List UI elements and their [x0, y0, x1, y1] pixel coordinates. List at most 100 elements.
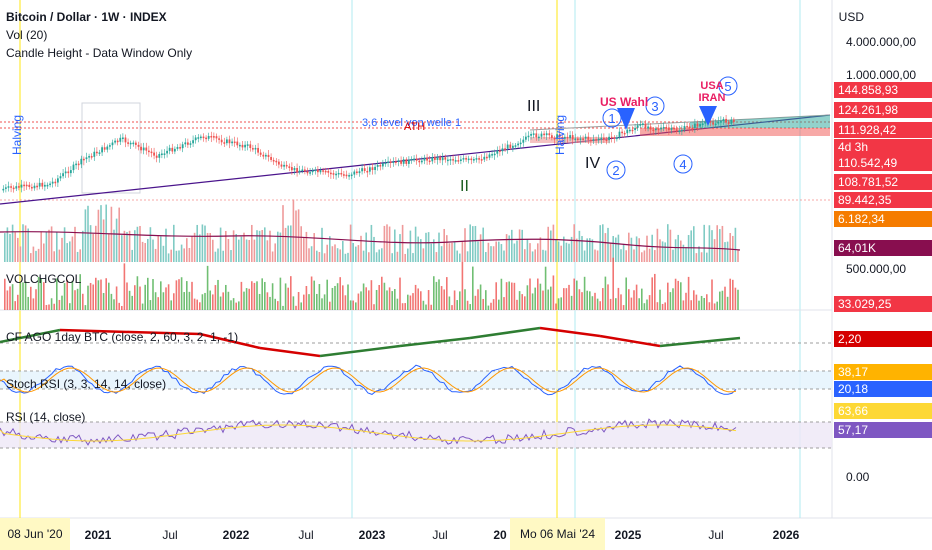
stoch-d-badge: 20,18: [834, 381, 932, 397]
volchgcol-bar: [378, 284, 380, 310]
candle: [433, 157, 436, 160]
volchgcol-label[interactable]: VOLCHGCOL: [6, 272, 82, 286]
candle: [358, 171, 361, 174]
volume-bar: [219, 227, 222, 262]
volchgcol-bar: [472, 266, 474, 310]
volchgcol-bar: [646, 299, 648, 310]
volume-bar: [482, 227, 484, 262]
candle: [329, 172, 332, 175]
volchgcol-bar: [89, 282, 92, 310]
volchgcol-bar: [690, 300, 692, 310]
candle: [163, 153, 166, 155]
volume-bar: [313, 233, 315, 262]
rsi-ma-badge: 63,66: [834, 403, 932, 419]
candle: [678, 130, 681, 133]
candle: [548, 133, 551, 136]
cfago-line: [259, 346, 321, 358]
volume-bar: [378, 249, 380, 262]
candle: [366, 170, 369, 173]
volchgcol-bar: [40, 278, 42, 310]
volume-bar: [495, 241, 497, 262]
candle: [194, 137, 197, 141]
cfago-line: [0, 328, 61, 344]
volume-bar: [373, 236, 375, 262]
volume-bar: [552, 224, 555, 262]
rsi-label[interactable]: RSI (14, close): [6, 410, 86, 424]
candle: [28, 184, 31, 187]
candle: [530, 133, 532, 136]
vol-legend[interactable]: Vol (20): [6, 28, 48, 42]
volchgcol-bar: [339, 277, 341, 310]
volume-bar: [612, 236, 614, 262]
candle: [173, 148, 176, 152]
wave-iii-label: III: [527, 98, 541, 115]
volchgcol-bar: [469, 304, 471, 310]
volume-bar: [253, 239, 256, 262]
candle: [615, 137, 618, 140]
candle: [550, 135, 553, 138]
candle: [181, 144, 184, 149]
volume-bar: [700, 252, 703, 262]
volchgcol-bar: [334, 285, 336, 310]
volume-bar: [625, 250, 627, 262]
volchgcol-bar: [128, 290, 131, 310]
candle: [277, 161, 280, 165]
volchgcol-bar: [139, 286, 141, 310]
candle: [322, 170, 324, 172]
candle: [33, 185, 36, 189]
currency-label[interactable]: USD: [838, 10, 864, 24]
candle: [129, 142, 132, 145]
x-tick-8: Jul: [708, 528, 724, 542]
candle: [272, 159, 275, 162]
volchgcol-bar: [131, 295, 133, 310]
volume-bar: [472, 226, 474, 262]
volume-bar: [446, 235, 448, 262]
volume-bar: [596, 250, 599, 262]
candle: [418, 160, 421, 163]
candle: [693, 123, 696, 129]
wave-circle-c2: [606, 160, 626, 180]
x-tick-7: 2025: [614, 528, 642, 542]
volchgcol-bar: [365, 287, 367, 310]
volume-bar: [240, 236, 243, 262]
volume-bar: [685, 247, 687, 262]
volchgcol-bar: [22, 282, 24, 310]
volchgcol-bar: [232, 298, 235, 310]
level-text: 3,6 level von welle 1: [362, 117, 462, 129]
halving-label-1: Halving: [10, 114, 24, 155]
candle: [496, 150, 499, 154]
wave-circle-c4: [673, 154, 693, 174]
candle: [587, 136, 590, 140]
volume-bar: [677, 234, 679, 262]
stoch-label[interactable]: Stoch RSI (3, 3, 14, 14, close): [6, 377, 167, 391]
volchgcol-bar: [518, 291, 521, 310]
volume-bar: [628, 232, 630, 262]
volchgcol-bar: [693, 290, 695, 310]
volume-bar: [521, 229, 523, 262]
candle: [171, 147, 174, 152]
volchgcol-bar: [287, 287, 289, 310]
volchgcol-bar: [643, 303, 646, 310]
volchgcol-bar: [9, 286, 11, 310]
cfago-label[interactable]: CF AGO 1day BTC (close, 2, 60, 3, 2, 1, …: [6, 330, 239, 344]
volchgcol-bar: [724, 286, 726, 310]
volume-bar: [342, 241, 344, 262]
volchgcol-bar: [638, 298, 640, 310]
volchgcol-bar: [230, 300, 232, 310]
volchgcol-bar: [448, 296, 451, 310]
candle-legend[interactable]: Candle Height - Data Window Only: [6, 46, 193, 60]
candle: [644, 123, 647, 129]
candle: [160, 153, 163, 156]
volume-bar: [19, 246, 22, 262]
candle: [251, 148, 254, 150]
candle: [394, 161, 397, 163]
volume-bar: [50, 226, 53, 262]
volume-bar: [180, 244, 183, 262]
volume-bar: [316, 250, 318, 262]
volchgcol-bar: [648, 295, 651, 310]
volchgcol-bar: [422, 300, 425, 310]
candle: [345, 174, 348, 177]
volume-bar: [682, 244, 685, 262]
volchgcol-bar: [113, 299, 115, 310]
